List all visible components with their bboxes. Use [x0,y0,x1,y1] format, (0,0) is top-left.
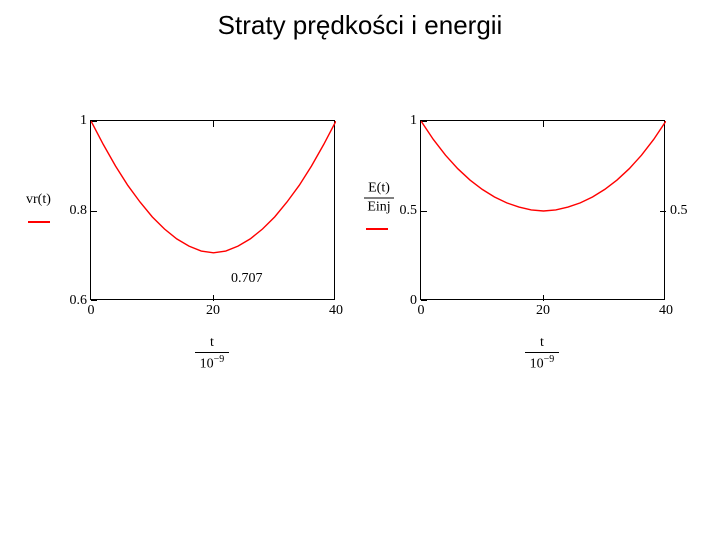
panels-row: 1 0.8 0.6 0 20 40 0.707 vr(t) t 10−9 [0,120,720,440]
page-title: Straty prędkości i energii [0,10,720,41]
xtick-label: 0 [418,303,425,319]
ytick-label: 0.5 [400,203,418,219]
ytick-label: 1 [410,113,417,129]
xtick-label: 40 [329,303,343,319]
ylabel-left-underline [28,221,50,223]
ylabel-right-underline [366,228,388,230]
ylabel-left-text: vr(t) [26,192,51,208]
xtick-label: 0 [88,303,95,319]
xlabel-right: t 10−9 [525,335,559,373]
xlabel-left-num: t [195,335,229,351]
xlabel-left-den: 10−9 [195,354,229,373]
xtick-label: 20 [536,303,550,319]
ylabel-right-den: Einj [364,200,394,216]
ylabel-left: vr(t) [26,192,51,208]
panel-left: 1 0.8 0.6 0 20 40 0.707 vr(t) t 10−9 [0,120,360,440]
xtick-label: 40 [659,303,673,319]
ytick-label: 0.6 [70,293,88,309]
ylabel-right-num: E(t) [364,181,394,197]
ytick-label: 0.8 [70,203,88,219]
plot-box-left: 1 0.8 0.6 0 20 40 0.707 [90,120,335,300]
xlabel-left: t 10−9 [195,335,229,373]
xlabel-right-num: t [525,335,559,351]
ylabel-right: E(t) Einj [364,181,394,216]
ytick-label: 0 [410,293,417,309]
curve-left [91,121,336,301]
xlabel-right-den: 10−9 [525,354,559,373]
ytick-label-right: 0.5 [670,203,688,219]
xtick-label: 20 [206,303,220,319]
plot-box-right: 1 0.5 0 0.5 0 20 40 [420,120,665,300]
panel-right: 1 0.5 0 0.5 0 20 40 E(t) Einj t 10−9 [360,120,720,440]
curve-right [421,121,666,301]
ytick-label: 1 [80,113,87,129]
